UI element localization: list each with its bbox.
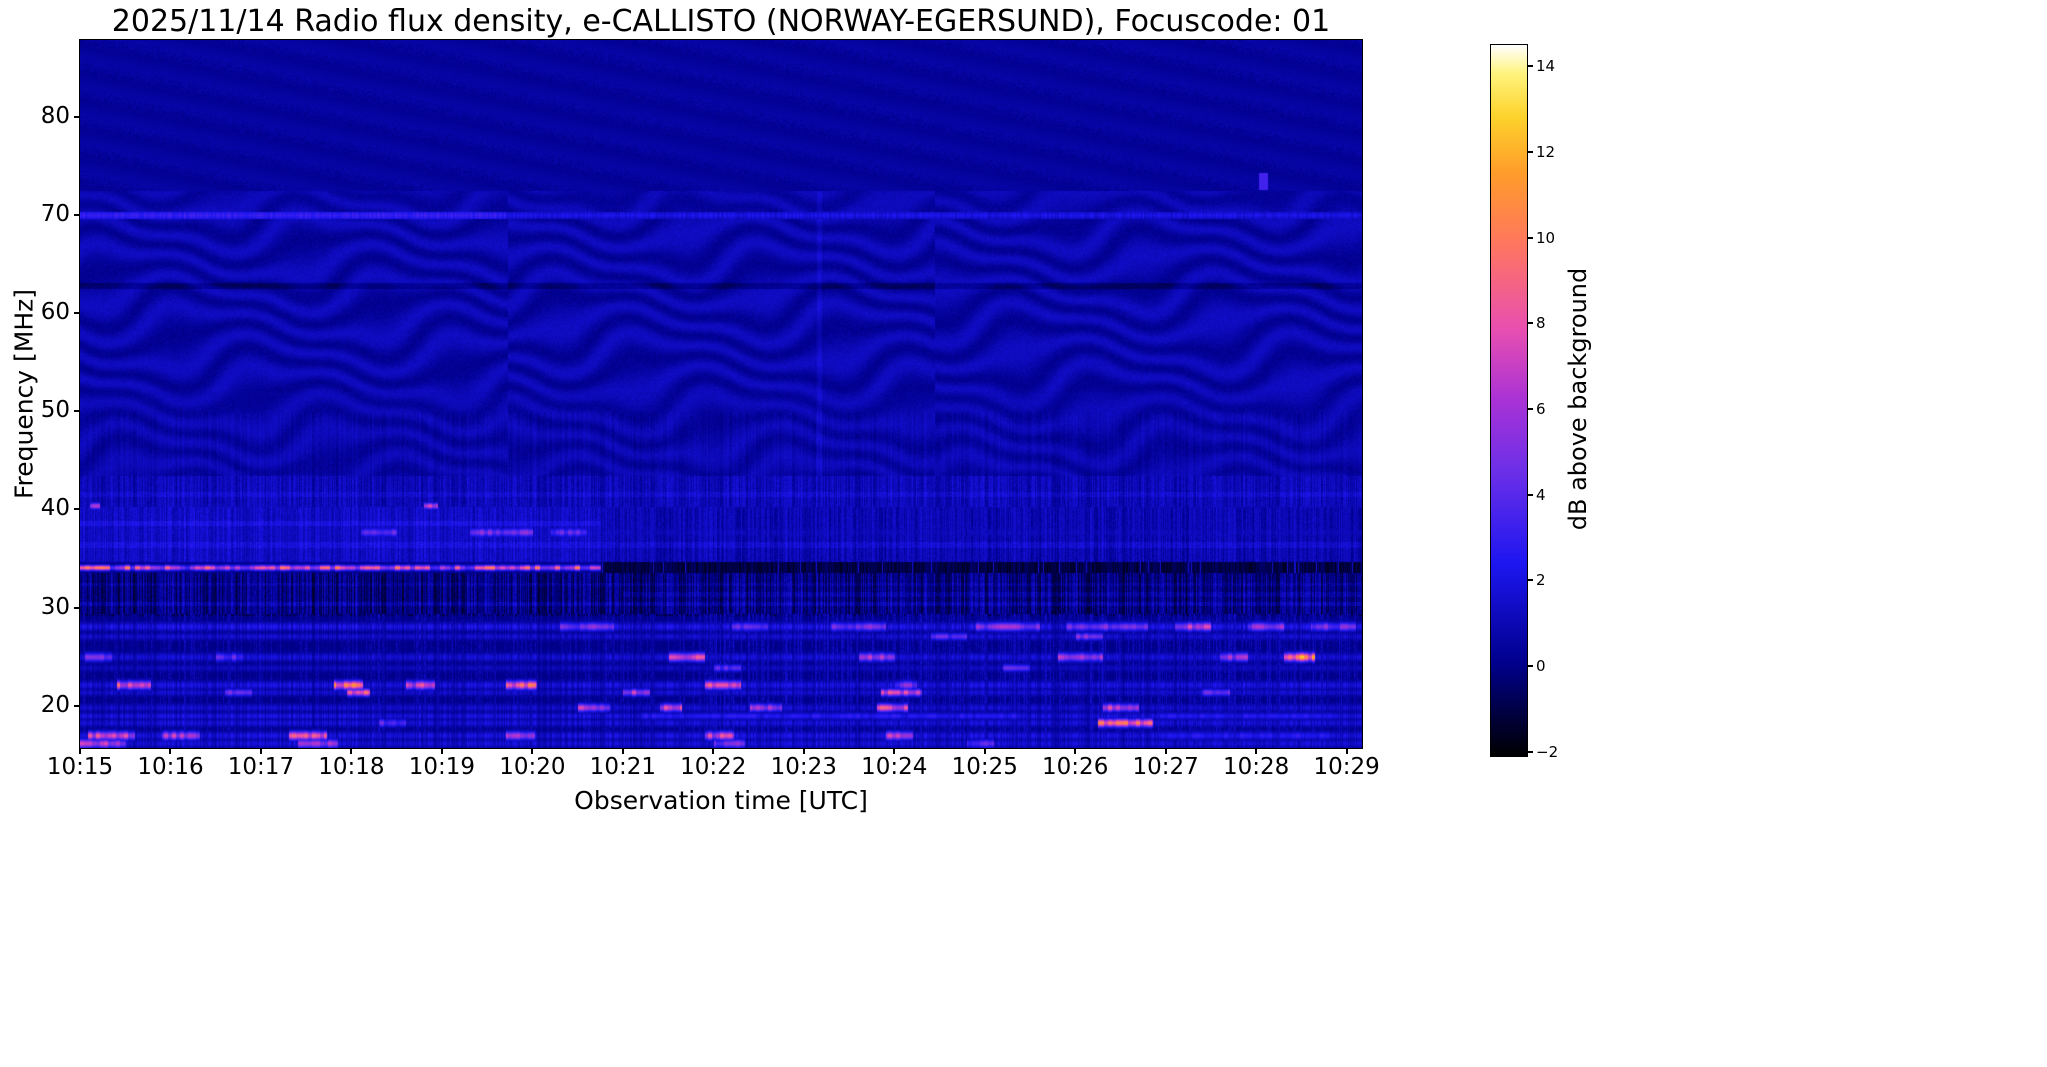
colorbar-tick-label: 2 xyxy=(1536,571,1546,590)
colorbar-tick-mark xyxy=(1528,750,1533,753)
spectrogram-canvas xyxy=(80,40,1362,748)
x-tick-mark xyxy=(1345,749,1348,754)
x-tick-mark xyxy=(350,749,353,754)
x-tick-label: 10:25 xyxy=(951,754,1018,780)
x-tick-mark xyxy=(1074,749,1077,754)
x-tick-label: 10:21 xyxy=(589,754,656,780)
y-tick-mark xyxy=(74,508,79,511)
x-tick-label: 10:28 xyxy=(1222,754,1290,780)
colorbar-tick-mark xyxy=(1528,493,1533,496)
x-tick-label: 10:19 xyxy=(408,754,476,780)
colorbar-tick-mark xyxy=(1528,65,1533,68)
x-tick-label: 10:16 xyxy=(137,754,204,780)
x-tick-mark xyxy=(802,749,805,754)
y-tick-mark xyxy=(74,606,79,609)
colorbar-tick-label: 10 xyxy=(1536,228,1556,247)
x-tick-mark xyxy=(79,749,81,754)
x-tick-label: 10:15 xyxy=(46,754,114,780)
colorbar-tick-mark xyxy=(1528,151,1533,154)
x-tick-label: 10:23 xyxy=(770,754,837,780)
y-tick-label: 60 xyxy=(40,298,70,325)
colorbar-tick-label: 6 xyxy=(1536,400,1546,419)
y-tick-label: 70 xyxy=(40,200,70,227)
colorbar-tick-mark xyxy=(1528,236,1533,239)
colorbar-tick-label: −2 xyxy=(1536,742,1559,761)
x-tick-mark xyxy=(712,749,715,754)
x-tick-label: 10:24 xyxy=(861,754,928,780)
colorbar-tick-label: 4 xyxy=(1536,485,1546,504)
colorbar-tick-label: 0 xyxy=(1536,657,1546,676)
x-tick-label: 10:29 xyxy=(1313,754,1380,780)
colorbar xyxy=(1490,44,1528,757)
colorbar-tick-mark xyxy=(1528,579,1533,582)
y-tick-mark xyxy=(74,115,79,118)
y-tick-mark xyxy=(74,213,79,216)
x-tick-mark xyxy=(259,749,262,754)
x-tick-mark xyxy=(1164,749,1167,754)
x-tick-mark xyxy=(440,749,443,754)
colorbar-tick-label: 8 xyxy=(1536,314,1546,333)
x-axis-label: Observation time [UTC] xyxy=(574,786,868,815)
colorbar-tick-mark xyxy=(1528,408,1533,411)
chart-title: 2025/11/14 Radio flux density, e-CALLIST… xyxy=(111,4,1331,39)
x-tick-label: 10:20 xyxy=(499,754,566,780)
colorbar-tick-label: 12 xyxy=(1536,143,1556,162)
y-tick-label: 20 xyxy=(40,691,70,718)
y-tick-label: 40 xyxy=(40,495,70,522)
x-tick-label: 10:18 xyxy=(318,754,385,780)
y-tick-label: 80 xyxy=(40,102,70,129)
x-tick-mark xyxy=(531,749,534,754)
y-tick-label: 30 xyxy=(40,593,70,620)
colorbar-tick-mark xyxy=(1528,665,1533,668)
x-tick-mark xyxy=(621,749,624,754)
plot-area xyxy=(79,39,1363,749)
y-tick-mark xyxy=(74,410,79,413)
colorbar-gradient xyxy=(1491,45,1527,756)
colorbar-tick-mark xyxy=(1528,322,1533,325)
x-tick-mark xyxy=(169,749,172,754)
x-tick-mark xyxy=(893,749,896,754)
colorbar-tick-label: 14 xyxy=(1536,57,1556,76)
x-tick-label: 10:17 xyxy=(227,754,295,780)
x-tick-label: 10:26 xyxy=(1042,754,1109,780)
x-tick-mark xyxy=(983,749,986,754)
y-tick-mark xyxy=(74,311,79,314)
x-tick-mark xyxy=(1255,749,1258,754)
y-tick-mark xyxy=(74,704,79,707)
x-tick-label: 10:27 xyxy=(1132,754,1199,780)
colorbar-label: dB above background xyxy=(1564,267,1592,531)
x-tick-label: 10:22 xyxy=(680,754,747,780)
y-tick-label: 50 xyxy=(40,397,70,424)
